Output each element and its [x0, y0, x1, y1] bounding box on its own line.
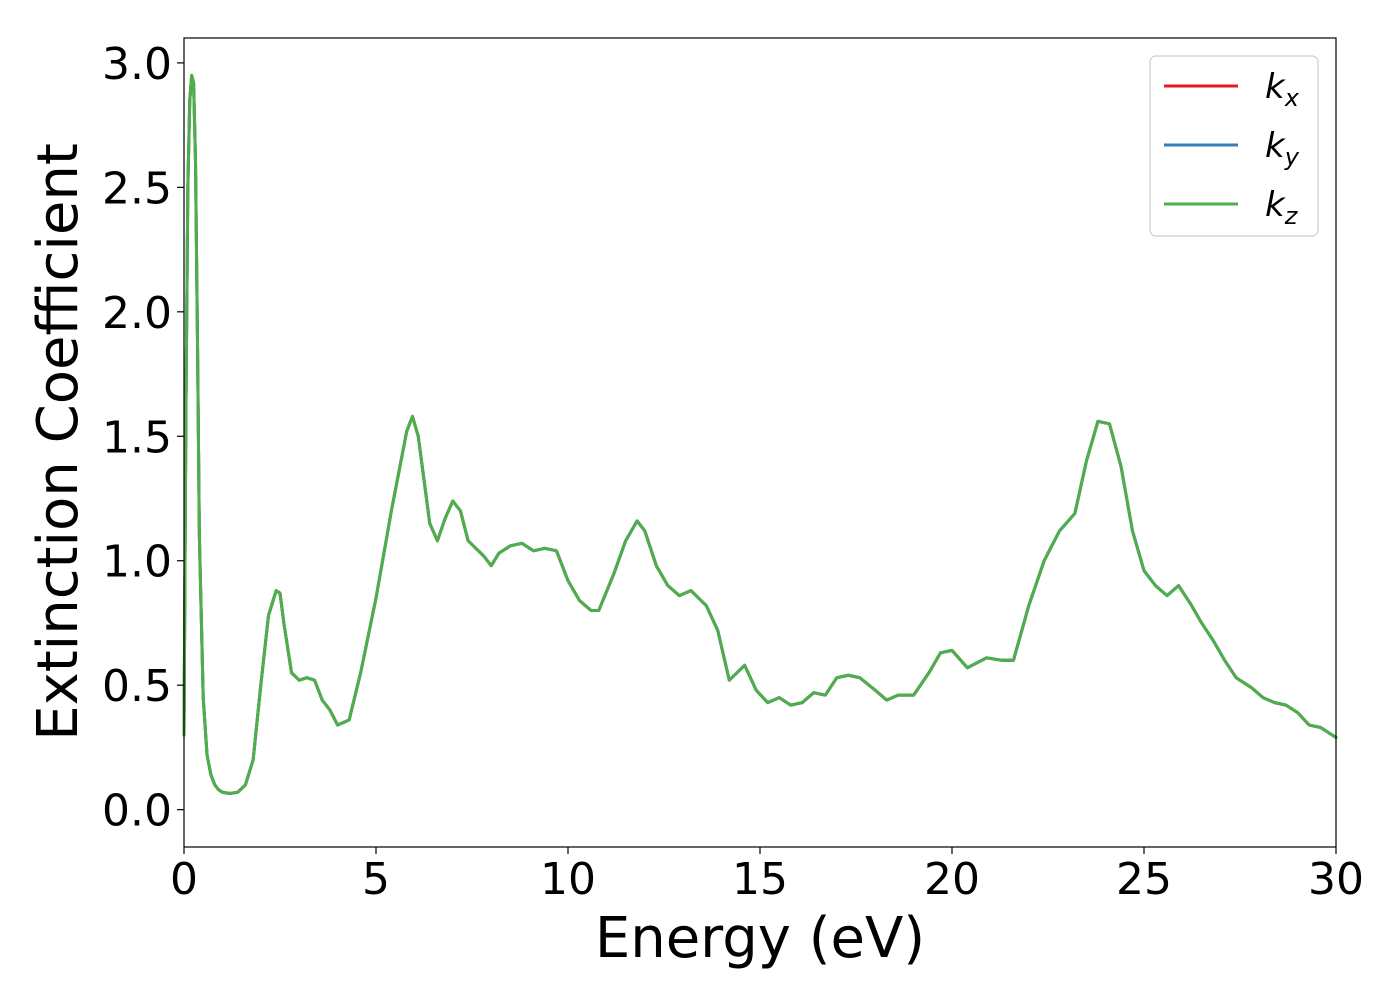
x-tick-label: 5	[362, 854, 390, 905]
y-axis-ticks: 0.0 0.5 1.0 1.5 2.0 2.5 3.0	[102, 39, 184, 837]
x-tick-label: 25	[1116, 854, 1172, 905]
x-axis-ticks: 0 5 10 15 20 25 30	[170, 847, 1364, 905]
series-line-kz	[182, 73, 1338, 795]
y-tick-label: 2.0	[102, 288, 172, 339]
x-tick-label: 0	[170, 854, 198, 905]
y-tick-label: 2.5	[102, 163, 172, 214]
y-tick-label: 1.5	[102, 412, 172, 463]
x-axis-label: Energy (eV)	[595, 906, 925, 971]
y-tick-label: 1.0	[102, 537, 172, 588]
legend-subscript: y	[1284, 143, 1300, 171]
y-axis-label: Extinction Coefficient	[26, 143, 91, 741]
x-tick-label: 15	[732, 854, 788, 905]
y-tick-label: 0.0	[102, 786, 172, 837]
x-tick-label: 10	[540, 854, 596, 905]
x-tick-label: 20	[924, 854, 980, 905]
legend-subscript: x	[1284, 84, 1300, 112]
y-tick-label: 0.5	[102, 661, 172, 712]
series-layer	[182, 73, 1338, 795]
legend-subscript: z	[1284, 202, 1299, 230]
x-tick-label: 30	[1308, 854, 1364, 905]
y-tick-label: 3.0	[102, 39, 172, 90]
